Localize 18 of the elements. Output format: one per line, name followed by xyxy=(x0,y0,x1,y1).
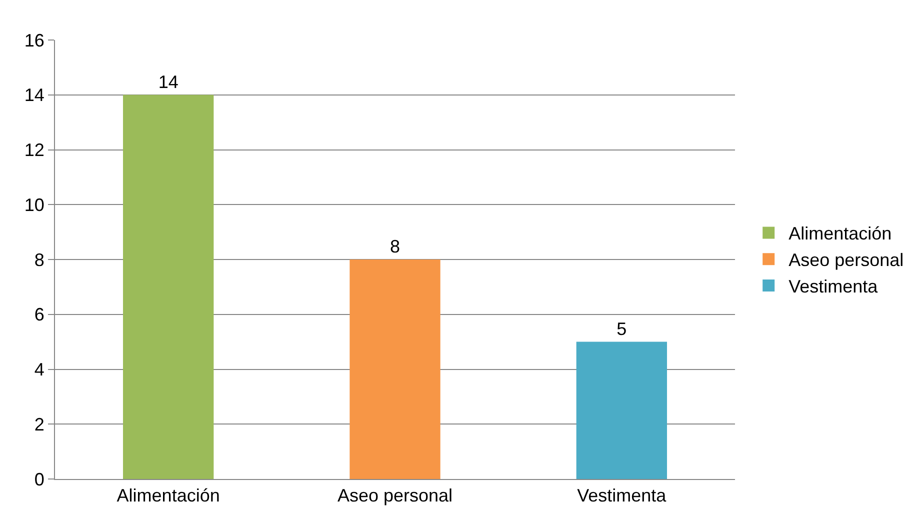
y-tick-label: 12 xyxy=(24,140,44,160)
legend-label: Aseo personal xyxy=(788,250,904,270)
legend-label: Alimentación xyxy=(788,224,892,244)
x-tick-label: Alimentación xyxy=(116,486,220,506)
x-tick-label: Vestimenta xyxy=(577,486,668,506)
y-tick-label: 10 xyxy=(24,194,44,215)
y-tick-label: 16 xyxy=(24,30,44,50)
y-tick-label: 4 xyxy=(34,360,44,380)
y-tick-label: 0 xyxy=(34,469,44,490)
y-tick-label: 14 xyxy=(24,85,44,106)
x-tick-label: Aseo personal xyxy=(337,486,453,506)
data-label: 8 xyxy=(390,236,400,256)
y-tick-label: 2 xyxy=(34,414,44,434)
data-label: 5 xyxy=(616,318,627,339)
data-label: 14 xyxy=(158,72,178,92)
y-tick-label: 6 xyxy=(34,304,44,325)
legend-label: Vestimenta xyxy=(788,276,879,297)
y-tick-label: 8 xyxy=(34,250,44,270)
